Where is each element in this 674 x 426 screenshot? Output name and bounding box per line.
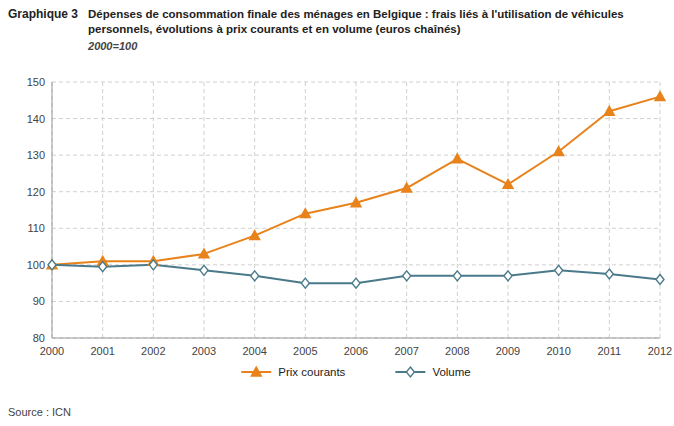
x-tick-label: 2011 [598, 345, 622, 357]
chart: Graphique 3 Dépenses de consommation fina… [0, 0, 674, 426]
y-tick-label: 120 [27, 186, 45, 198]
data-point [99, 262, 107, 272]
y-tick-label: 80 [33, 332, 45, 344]
y-tick-label: 100 [27, 259, 45, 271]
data-point [199, 249, 209, 258]
legend-item: Volume [395, 366, 470, 378]
data-point [352, 278, 360, 288]
x-tick-label: 2008 [445, 345, 469, 357]
subtitle: 2000=100 [87, 40, 138, 52]
x-grid-line [508, 82, 509, 338]
legend-label: Prix courants [278, 366, 345, 378]
data-point [655, 92, 665, 101]
data-point [503, 179, 513, 188]
grid [52, 82, 660, 338]
data-point [250, 231, 260, 240]
data-point [605, 269, 613, 279]
y-grid-line [52, 191, 660, 192]
data-point [402, 183, 412, 192]
data-point [200, 265, 208, 275]
y-tick-label: 130 [27, 149, 45, 161]
data-point [403, 271, 411, 281]
data-point [453, 271, 461, 281]
data-point [554, 146, 564, 155]
x-tick-label: 2002 [141, 345, 165, 357]
x-tick-label: 2003 [192, 345, 216, 357]
data-point [149, 260, 157, 270]
data-point [604, 106, 614, 115]
legend: Prix courants Volume [241, 366, 470, 378]
x-grid-line [609, 82, 610, 338]
x-tick-label: 2007 [394, 345, 418, 357]
y-tick-label: 150 [27, 76, 45, 88]
x-tick-label: 2012 [648, 345, 672, 357]
x-tick-label: 2001 [90, 345, 114, 357]
legend-marker [406, 367, 414, 377]
data-point [555, 265, 563, 275]
x-grid-line [660, 82, 661, 338]
x-grid-line [558, 82, 559, 338]
data-point [300, 209, 310, 218]
x-tick-label: 2000 [40, 345, 64, 357]
x-grid-line [204, 82, 205, 338]
x-grid-line [102, 82, 103, 338]
y-axis-line [52, 82, 53, 338]
y-grid-line [52, 338, 660, 339]
series-line [52, 97, 660, 265]
y-tick-label: 140 [27, 113, 45, 125]
plot-area [47, 92, 665, 289]
x-grid-line [52, 82, 53, 338]
x-grid-line [153, 82, 154, 338]
x-tick-label: 2004 [242, 345, 266, 357]
x-tick-label: 2009 [496, 345, 520, 357]
data-point [452, 154, 462, 163]
x-axis-line [52, 338, 660, 339]
data-point [301, 278, 309, 288]
x-grid-line [356, 82, 357, 338]
x-grid-line [406, 82, 407, 338]
x-grid-line [254, 82, 255, 338]
data-point [351, 198, 361, 207]
figure-label: Graphique 3 [8, 7, 78, 21]
data-point [656, 274, 664, 284]
source: Source : ICN [8, 406, 71, 418]
title: Dépenses de consommation finale des ména… [88, 8, 624, 35]
legend-marker [251, 367, 261, 376]
legend-item: Prix courants [241, 366, 345, 378]
y-tick-label: 90 [33, 295, 45, 307]
legend-label: Volume [432, 366, 470, 378]
y-tick-label: 110 [27, 222, 45, 234]
data-point [47, 260, 57, 269]
data-point [504, 271, 512, 281]
data-point [48, 260, 56, 270]
x-grid-line [457, 82, 458, 338]
background [0, 0, 674, 426]
y-grid-line [52, 228, 660, 229]
x-tick-label: 2005 [293, 345, 317, 357]
data-point [251, 271, 259, 281]
x-tick-label: 2006 [344, 345, 368, 357]
x-tick-label: 2010 [546, 345, 570, 357]
